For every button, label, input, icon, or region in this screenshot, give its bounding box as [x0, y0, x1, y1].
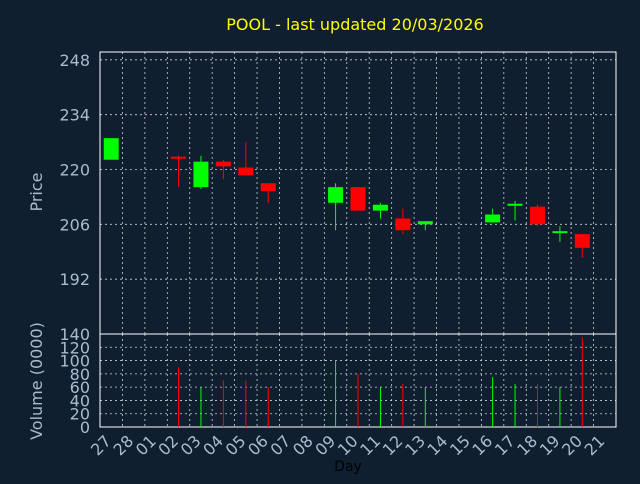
candle-body-09: [328, 187, 344, 203]
volume-axis-label: Volume (0000): [27, 322, 46, 440]
price-tick-label: 206: [59, 215, 90, 234]
volume-tick-label: 80: [70, 365, 90, 384]
candle-body-10: [350, 187, 366, 211]
chart-title: POOL - last updated 20/03/2026: [226, 15, 483, 34]
candle-body-04: [215, 161, 231, 167]
candle-body-03: [193, 161, 209, 188]
price-panel: 248 234 220 206 192: [59, 51, 617, 335]
candle-body-27: [103, 138, 119, 160]
volume-tick-label: 120: [59, 338, 90, 357]
volume-tick-label: 40: [70, 391, 90, 410]
candle-body-06: [260, 183, 276, 192]
volume-tick-label: 0: [80, 418, 90, 437]
candle-body-02: [171, 156, 187, 159]
x-axis-ticks: 2728010203040506070809101112131415161718…: [87, 431, 608, 459]
price-tick-label: 192: [59, 270, 90, 289]
candle-body-05: [238, 167, 254, 176]
price-tick-label: 248: [59, 51, 90, 70]
x-tick-label: 21: [581, 431, 609, 459]
candle-body-17: [507, 203, 523, 206]
candle-body-19: [552, 231, 568, 234]
price-tick-label: 234: [59, 106, 90, 125]
candle-body-13: [417, 221, 433, 225]
price-axis-label: Price: [27, 172, 46, 211]
volume-tick-label: 20: [70, 405, 90, 424]
volume-tick-label: 140: [59, 325, 90, 344]
volume-tick-label: 100: [59, 352, 90, 371]
x-axis-label: Day: [334, 459, 362, 475]
candle-body-18: [529, 206, 545, 225]
candle-body-16: [485, 214, 501, 223]
volume-tick-label: 60: [70, 378, 90, 397]
candle-body-20: [574, 234, 590, 248]
candle-body-11: [372, 204, 388, 211]
price-tick-label: 220: [59, 161, 90, 180]
candle-body-12: [395, 218, 411, 231]
